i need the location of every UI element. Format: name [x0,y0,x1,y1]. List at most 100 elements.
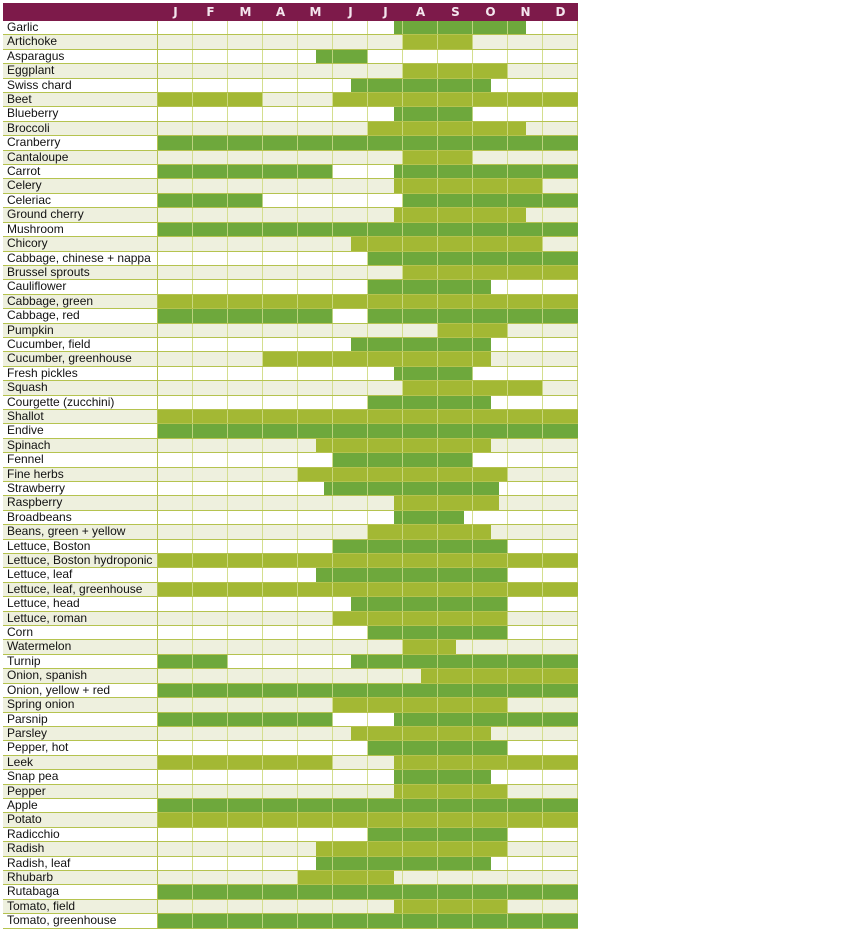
month-cell [263,626,298,640]
month-cell [543,21,578,35]
month-cell [193,395,228,409]
month-cell [508,784,543,798]
grid-line [472,554,473,568]
grid-line [332,568,333,582]
table-row: Parsnip [3,712,578,727]
month-cell [263,640,298,654]
grid-line [542,352,543,366]
grid-line [437,525,438,539]
grid-line [507,424,508,438]
month-cell [543,827,578,842]
grid-line [437,208,438,222]
month-grid [158,366,578,381]
month-cell [543,510,578,525]
grid-line [297,395,298,409]
grid-line [472,798,473,813]
month-cell [333,150,368,165]
availability-bar [158,136,578,150]
grid-line [402,525,403,539]
month-cell [158,842,193,856]
month-cell [298,640,333,654]
grid-line [507,366,508,381]
table-row: Lettuce, Boston hydroponic [3,554,578,569]
table-row: Pumpkin [3,323,578,338]
table-row: Broadbeans [3,510,578,526]
month-cell [228,784,263,798]
month-cell [473,453,508,467]
availability-bar [158,654,228,669]
grid-line [542,525,543,539]
month-cell [543,568,578,582]
month-cell [473,107,508,121]
availability-bar [403,381,543,395]
availability-bar [333,453,473,467]
grid-line [332,510,333,525]
grid-line [227,237,228,251]
month-cell [508,856,543,870]
month-cell [333,712,368,726]
month-cell [298,337,333,352]
grid-line [367,784,368,798]
grid-line [262,93,263,107]
grid-line [332,842,333,856]
grid-line [297,107,298,121]
month-cell [473,150,508,165]
grid-line [367,510,368,525]
month-cell [263,64,298,78]
month-cell [298,496,333,510]
month-cell [298,193,333,208]
month-cell [543,237,578,251]
grid-line [367,870,368,885]
grid-line [262,698,263,712]
month-grid [158,107,578,121]
grid-line [332,265,333,280]
availability-bar [368,251,578,265]
month-cell [333,640,368,654]
table-row: Mushroom [3,222,578,238]
month-cell [228,395,263,409]
month-cell [298,597,333,611]
grid-line [297,813,298,827]
grid-line [262,856,263,870]
month-grid [158,337,578,352]
grid-line [332,49,333,64]
grid-line [367,698,368,712]
grid-line [297,885,298,899]
grid-line [227,49,228,64]
grid-line [472,136,473,150]
grid-line [192,640,193,654]
grid-line [507,193,508,208]
grid-line [262,193,263,208]
grid-line [542,669,543,683]
availability-bar [394,712,578,726]
grid-line [192,381,193,395]
grid-line [192,626,193,640]
grid-line [227,669,228,683]
grid-line [227,381,228,395]
month-cell [298,539,333,554]
grid-line [367,265,368,280]
month-cell [158,453,193,467]
table-row: Broccoli [3,121,578,137]
grid-line [542,280,543,294]
month-cell [228,49,263,64]
month-cell [193,150,228,165]
month-cell [333,626,368,640]
grid-line [297,784,298,798]
grid-line [262,741,263,755]
grid-line [192,726,193,741]
grid-line [297,179,298,193]
grid-line [507,568,508,582]
month-cell [193,438,228,453]
grid-line [332,784,333,798]
month-cell [508,352,543,366]
grid-line [437,496,438,510]
month-header-1: F [206,5,215,19]
month-cell [228,741,263,755]
grid-line [192,64,193,78]
table-row: Raspberry [3,496,578,511]
grid-line [227,193,228,208]
produce-name: Chicory [3,237,158,251]
month-cell [228,669,263,683]
grid-line [332,467,333,481]
